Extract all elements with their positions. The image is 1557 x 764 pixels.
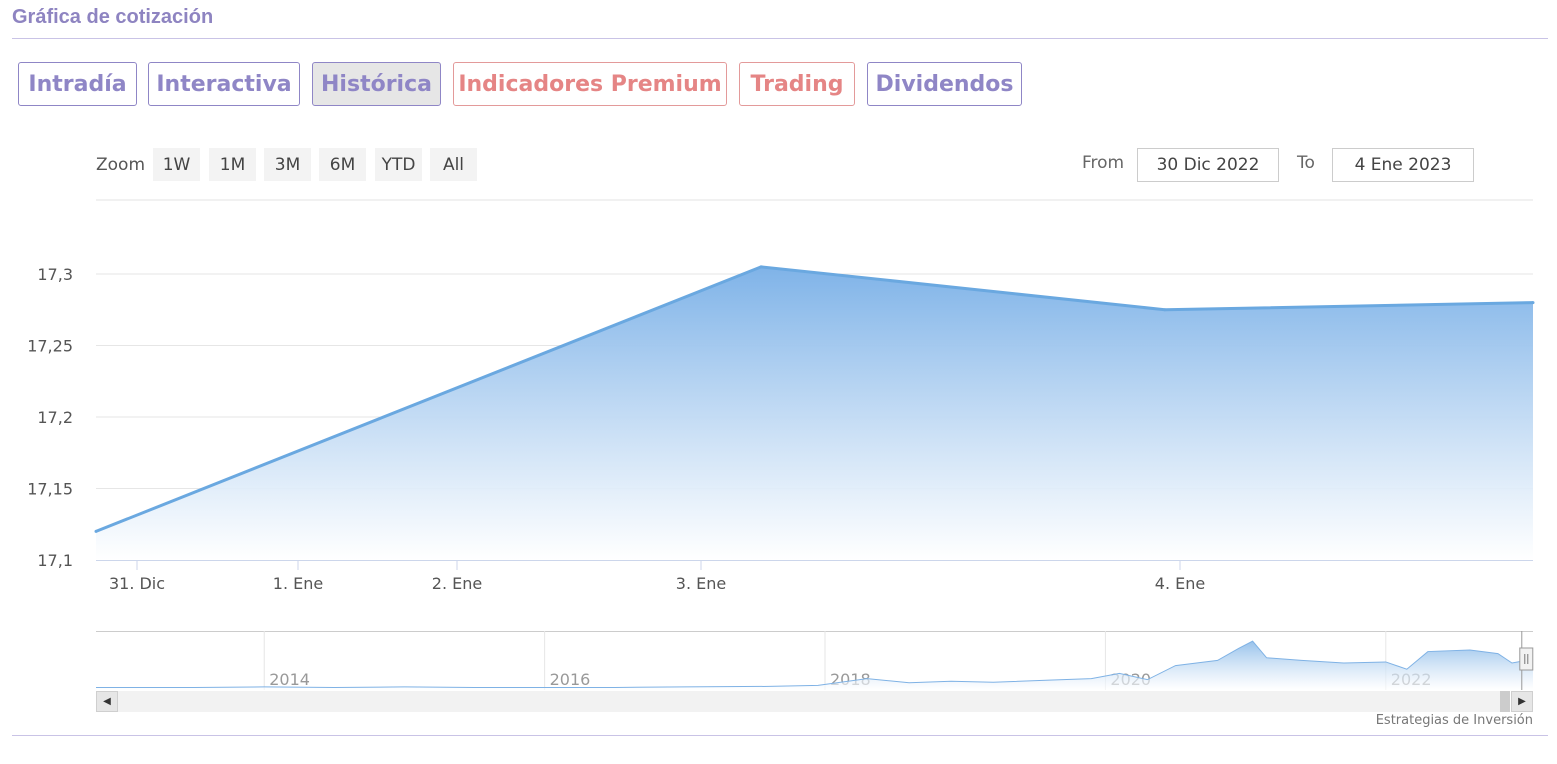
section-title: Gráfica de cotización: [12, 6, 214, 28]
from-date-input[interactable]: [1137, 148, 1279, 182]
zoom-ytd-button[interactable]: YTD: [375, 148, 422, 181]
zoom-all-button[interactable]: All: [430, 148, 477, 181]
tab-indicadores-premium[interactable]: Indicadores Premium: [453, 62, 727, 106]
scroll-left-button[interactable]: ◀: [96, 691, 118, 712]
tab-interactiva[interactable]: Interactiva: [148, 62, 300, 106]
scrollbar-track[interactable]: [118, 691, 1510, 712]
zoom-label: Zoom: [96, 155, 146, 175]
tab-historica[interactable]: Histórica: [312, 62, 441, 106]
tab-dividendos[interactable]: Dividendos: [867, 62, 1022, 106]
zoom-3m-button[interactable]: 3M: [264, 148, 311, 181]
y-tick-label: 17,15: [27, 480, 73, 499]
y-tick-label: 17,3: [37, 265, 73, 284]
scroll-right-button[interactable]: ▶: [1511, 691, 1533, 712]
x-tick-label: 4. Ene: [1155, 574, 1205, 593]
data-point: [94, 529, 98, 533]
scrollbar-thumb[interactable]: [1500, 691, 1510, 712]
triangle-right-icon: ▶: [1518, 696, 1526, 707]
navigator-handle: [1519, 647, 1534, 671]
header-divider: [12, 38, 1548, 39]
footer-divider: [12, 735, 1548, 736]
to-date-input[interactable]: [1332, 148, 1474, 182]
chart-credit: Estrategias de Inversión: [1375, 713, 1533, 728]
x-tick-label: 2. Ene: [432, 574, 482, 593]
y-tick-label: 17,2: [37, 408, 73, 427]
x-tick-label: 31. Dic: [109, 574, 165, 593]
zoom-6m-button[interactable]: 6M: [319, 148, 366, 181]
tab-trading[interactable]: Trading: [739, 62, 855, 106]
y-tick-label: 17,25: [27, 337, 73, 356]
zoom-1w-button[interactable]: 1W: [153, 148, 200, 181]
y-tick-label: 17,1: [37, 551, 73, 570]
x-tick-label: 1. Ene: [273, 574, 323, 593]
x-tick-label: 3. Ene: [676, 574, 726, 593]
navigator-year-label: 2014: [269, 670, 310, 689]
data-point: [1163, 308, 1167, 312]
zoom-1m-button[interactable]: 1M: [209, 148, 256, 181]
series-line: [95, 265, 1534, 533]
navigator-area: [96, 641, 1533, 690]
data-point: [759, 265, 763, 269]
navigator-line: [96, 640, 1534, 688]
data-point: [1531, 301, 1535, 305]
tab-intradia[interactable]: Intradía: [18, 62, 137, 106]
series-area: [96, 266, 1533, 560]
from-label: From: [1082, 153, 1125, 173]
navigator-year-label: 2016: [550, 670, 591, 689]
triangle-left-icon: ◀: [103, 696, 111, 707]
to-label: To: [1297, 153, 1315, 173]
